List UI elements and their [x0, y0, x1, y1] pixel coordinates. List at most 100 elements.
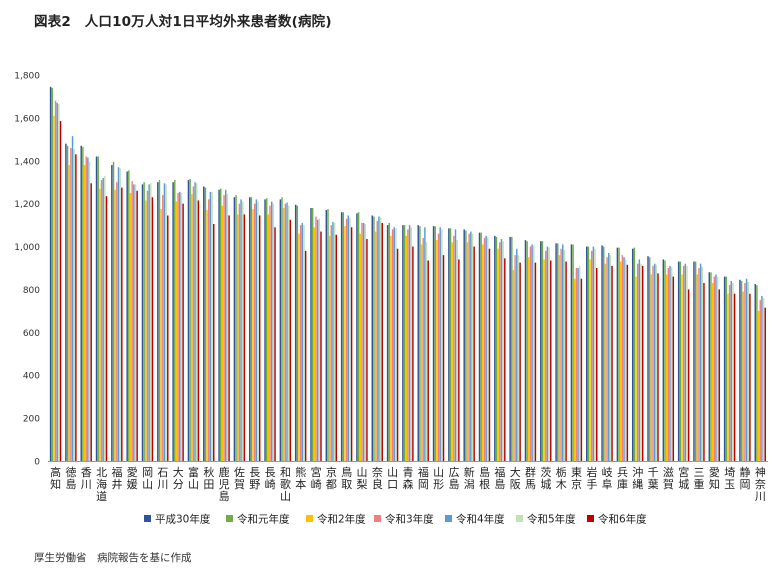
- x-tick-label: 福井: [111, 465, 122, 491]
- bar: [495, 236, 498, 461]
- bar: [652, 265, 654, 461]
- bar: [710, 272, 712, 461]
- bar: [432, 226, 435, 461]
- bar: [541, 241, 544, 461]
- bar: [562, 244, 564, 461]
- bar: [182, 203, 184, 462]
- y-axis: 0 200 400 600 800 1,000 1,200 1,400 1,600 1,800: [14, 72, 40, 468]
- bar: [264, 199, 266, 461]
- bar: [623, 257, 625, 461]
- bar: [83, 165, 86, 461]
- bar: [504, 258, 506, 461]
- bar: [694, 261, 697, 461]
- bar: [451, 242, 453, 461]
- bar: [165, 184, 167, 461]
- bar: [761, 295, 763, 461]
- bar: [732, 283, 734, 461]
- bar: [238, 203, 241, 462]
- legend-swatch: [374, 515, 381, 522]
- bar: [379, 217, 382, 461]
- bar: [412, 246, 414, 461]
- bar: [313, 227, 316, 461]
- bar: [82, 146, 84, 461]
- x-tick-label: 神奈川: [755, 465, 766, 503]
- bar: [174, 180, 176, 461]
- bar: [359, 233, 362, 461]
- x-tick-label: 青森: [403, 466, 414, 491]
- bar: [241, 201, 244, 461]
- bar: [49, 86, 52, 461]
- bar: [633, 247, 636, 461]
- x-tick-label: 兵庫: [617, 466, 628, 491]
- x-tick-label: 石川: [157, 466, 168, 491]
- bar: [754, 284, 756, 461]
- legend-item: 令和元年度: [226, 513, 290, 526]
- bar: [197, 200, 200, 461]
- bar: [145, 200, 147, 461]
- bar: [371, 215, 373, 461]
- bar: [218, 189, 220, 462]
- bar: [756, 285, 758, 461]
- bar: [497, 248, 499, 461]
- bar: [99, 188, 101, 461]
- bar: [586, 246, 588, 461]
- bar: [240, 199, 242, 461]
- source-note: 厚生労働省 病院報告を基に作成: [34, 552, 192, 564]
- bar: [480, 232, 482, 461]
- bar: [100, 180, 103, 461]
- legend-swatch: [587, 515, 594, 522]
- bar: [499, 242, 501, 461]
- x-tick-label: 島根: [479, 465, 490, 491]
- bar: [350, 227, 353, 461]
- bar: [577, 268, 579, 461]
- bar: [681, 274, 683, 461]
- bar: [511, 236, 513, 461]
- bar: [682, 265, 685, 461]
- bar: [333, 222, 336, 461]
- legend-label: 平成30年度: [155, 513, 211, 526]
- bar: [68, 165, 70, 461]
- bar: [670, 266, 673, 461]
- bar: [296, 205, 299, 461]
- bar: [609, 255, 612, 461]
- bar: [162, 195, 164, 461]
- bar: [727, 293, 729, 461]
- bar: [136, 190, 138, 462]
- bar: [220, 188, 222, 461]
- x-tick-label: 滋賀: [663, 466, 674, 491]
- bar: [320, 231, 322, 461]
- bar: [192, 186, 195, 461]
- bar: [456, 240, 458, 461]
- x-tick-label: 山梨: [357, 466, 368, 491]
- y-tick-label: 800: [23, 286, 40, 296]
- bar: [111, 165, 113, 461]
- bar: [221, 205, 224, 461]
- bar: [711, 283, 714, 461]
- x-axis: 高知徳島香川北海道福井愛媛岡山石川大分富山秋田鹿児島佐賀長野長崎和歌山熊本宮崎京…: [48, 461, 768, 503]
- y-tick-label: 600: [23, 329, 40, 339]
- bar: [236, 214, 239, 461]
- bar: [310, 207, 312, 461]
- bar: [347, 215, 350, 461]
- bar: [574, 278, 576, 461]
- bar: [500, 239, 503, 461]
- bar: [269, 205, 271, 461]
- bar: [764, 307, 766, 461]
- bar: [315, 216, 317, 461]
- bar: [667, 268, 670, 461]
- bar: [157, 182, 159, 461]
- bar: [531, 244, 533, 461]
- bar: [601, 245, 603, 461]
- bar: [448, 228, 450, 461]
- bar: [730, 280, 732, 461]
- legend-label: 令和元年度: [237, 513, 290, 526]
- bar: [298, 233, 300, 461]
- bar: [529, 246, 532, 461]
- bar: [425, 242, 428, 461]
- bar: [374, 231, 377, 461]
- bar: [105, 196, 108, 461]
- bar: [708, 272, 711, 461]
- bar: [655, 264, 658, 461]
- bar: [376, 220, 378, 461]
- bar: [540, 241, 542, 461]
